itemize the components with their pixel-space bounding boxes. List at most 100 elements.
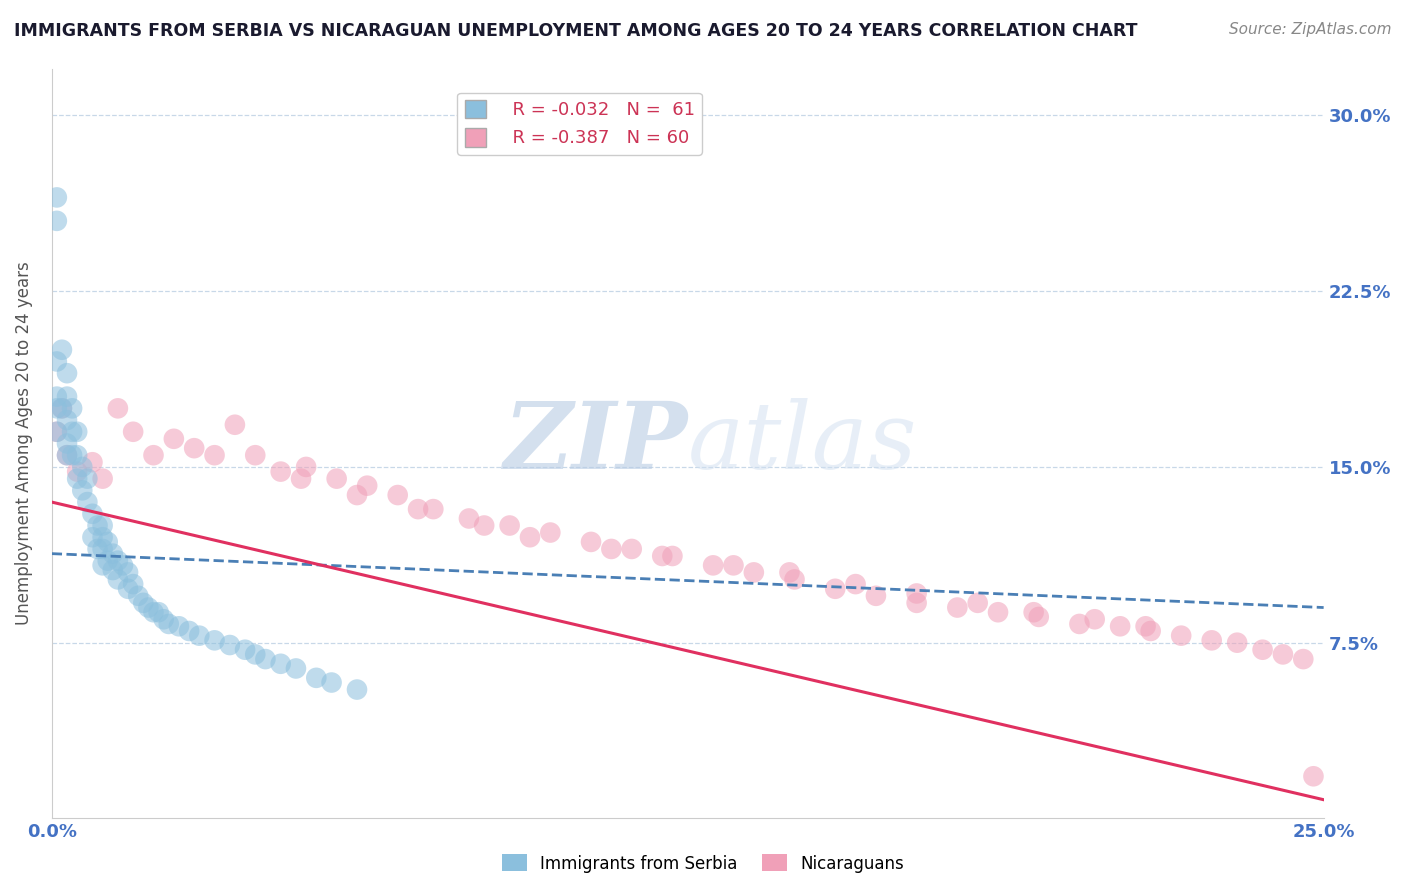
Point	[97, 535, 120, 549]
Point	[56, 366, 79, 380]
Point	[56, 413, 79, 427]
Point	[1022, 605, 1045, 619]
Point	[1084, 612, 1107, 626]
Point	[233, 642, 256, 657]
Point	[56, 448, 79, 462]
Point	[66, 448, 89, 462]
Point	[204, 633, 226, 648]
Point	[305, 671, 328, 685]
Point	[270, 465, 292, 479]
Legend: Immigrants from Serbia, Nicaraguans: Immigrants from Serbia, Nicaraguans	[495, 847, 911, 880]
Point	[661, 549, 683, 563]
Point	[82, 507, 104, 521]
Point	[254, 652, 277, 666]
Point	[1069, 616, 1091, 631]
Point	[406, 502, 429, 516]
Point	[245, 648, 267, 662]
Point	[56, 436, 79, 450]
Point	[142, 605, 165, 619]
Text: atlas: atlas	[688, 399, 917, 489]
Point	[845, 577, 868, 591]
Point	[122, 425, 145, 439]
Point	[60, 401, 83, 416]
Point	[387, 488, 409, 502]
Point	[346, 488, 368, 502]
Point	[458, 511, 481, 525]
Point	[346, 682, 368, 697]
Point	[167, 619, 190, 633]
Point	[72, 483, 94, 498]
Point	[1251, 642, 1274, 657]
Point	[284, 661, 307, 675]
Point	[107, 401, 129, 416]
Point	[742, 566, 765, 580]
Point	[1226, 636, 1249, 650]
Point	[422, 502, 444, 516]
Point	[270, 657, 292, 671]
Point	[91, 472, 114, 486]
Text: Source: ZipAtlas.com: Source: ZipAtlas.com	[1229, 22, 1392, 37]
Point	[45, 390, 67, 404]
Point	[138, 600, 160, 615]
Point	[519, 530, 541, 544]
Point	[117, 566, 139, 580]
Point	[86, 518, 108, 533]
Point	[45, 425, 67, 439]
Text: ZIP: ZIP	[503, 399, 688, 489]
Point	[76, 495, 98, 509]
Point	[290, 472, 312, 486]
Point	[91, 518, 114, 533]
Point	[152, 612, 174, 626]
Point	[218, 638, 240, 652]
Point	[600, 541, 623, 556]
Point	[51, 401, 73, 416]
Point	[620, 541, 643, 556]
Point	[66, 465, 89, 479]
Point	[97, 554, 120, 568]
Point	[76, 472, 98, 486]
Point	[498, 518, 520, 533]
Point	[356, 478, 378, 492]
Point	[204, 448, 226, 462]
Point	[321, 675, 343, 690]
Point	[1170, 629, 1192, 643]
Point	[82, 455, 104, 469]
Point	[778, 566, 800, 580]
Point	[51, 401, 73, 416]
Point	[45, 401, 67, 416]
Point	[179, 624, 201, 638]
Point	[1135, 619, 1157, 633]
Point	[86, 541, 108, 556]
Point	[148, 605, 170, 619]
Point	[966, 596, 988, 610]
Point	[1302, 769, 1324, 783]
Point	[60, 448, 83, 462]
Text: IMMIGRANTS FROM SERBIA VS NICARAGUAN UNEMPLOYMENT AMONG AGES 20 TO 24 YEARS CORR: IMMIGRANTS FROM SERBIA VS NICARAGUAN UNE…	[14, 22, 1137, 40]
Point	[183, 441, 205, 455]
Point	[45, 425, 67, 439]
Legend:   R = -0.032   N =  61,   R = -0.387   N = 60: R = -0.032 N = 61, R = -0.387 N = 60	[457, 93, 702, 154]
Point	[1271, 648, 1294, 662]
Point	[987, 605, 1010, 619]
Y-axis label: Unemployment Among Ages 20 to 24 years: Unemployment Among Ages 20 to 24 years	[15, 261, 32, 625]
Point	[107, 573, 129, 587]
Point	[723, 558, 745, 573]
Point	[56, 390, 79, 404]
Point	[1109, 619, 1132, 633]
Point	[82, 530, 104, 544]
Point	[579, 535, 602, 549]
Point	[66, 472, 89, 486]
Point	[865, 589, 887, 603]
Point	[1028, 610, 1050, 624]
Point	[60, 425, 83, 439]
Point	[188, 629, 211, 643]
Point	[45, 354, 67, 368]
Point	[91, 558, 114, 573]
Point	[651, 549, 673, 563]
Point	[295, 459, 318, 474]
Point	[163, 432, 186, 446]
Point	[45, 190, 67, 204]
Point	[111, 558, 134, 573]
Point	[127, 589, 149, 603]
Point	[132, 596, 155, 610]
